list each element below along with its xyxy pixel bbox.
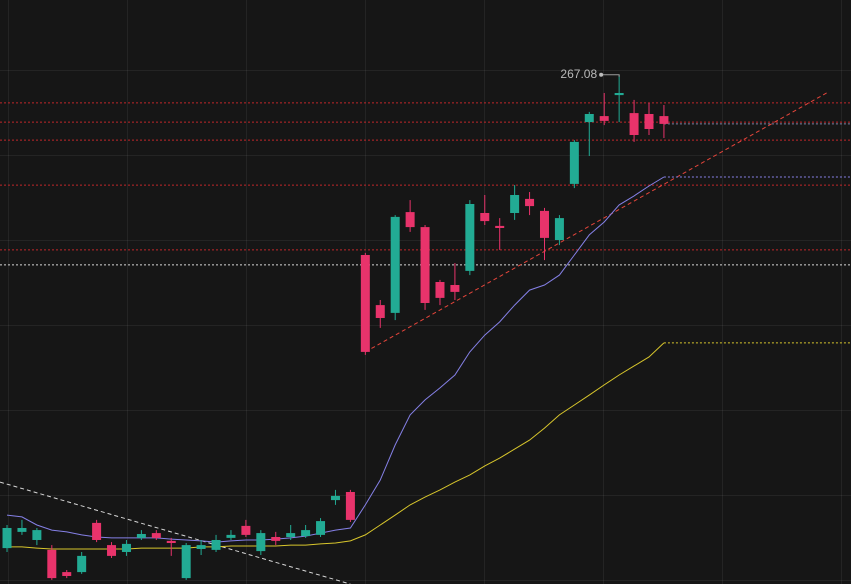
- candle-body: [584, 113, 594, 123]
- candle-body: [121, 543, 131, 552]
- candle-body: [405, 212, 415, 228]
- candle-body: [62, 572, 72, 576]
- candle-body: [450, 284, 460, 292]
- candle-body: [480, 212, 490, 222]
- candle-body: [360, 254, 370, 352]
- candle-body: [525, 198, 535, 207]
- candle-body: [375, 305, 385, 318]
- ma-line: [6, 176, 665, 543]
- candle-body: [92, 522, 102, 540]
- candle-body: [166, 540, 176, 543]
- candle-body: [465, 203, 475, 271]
- candle-body: [241, 525, 251, 535]
- candle-body: [390, 216, 400, 313]
- candle-body: [196, 545, 206, 549]
- candle-body: [77, 555, 87, 573]
- candle-body: [32, 530, 42, 540]
- candle-body: [271, 536, 281, 541]
- high-connector: [601, 74, 620, 77]
- candle-body: [17, 527, 27, 532]
- candle-body: [495, 225, 505, 228]
- ma-line: [7, 342, 665, 550]
- candle-body: [316, 521, 326, 535]
- candle-body: [2, 527, 12, 549]
- candle-body: [659, 116, 669, 124]
- candle-body: [345, 491, 355, 520]
- candle-body: [629, 113, 639, 135]
- candle-body: [286, 533, 296, 537]
- candle-body: [420, 227, 430, 303]
- candle-body: [211, 539, 221, 550]
- high-label: 267.08: [560, 67, 597, 81]
- candle-body: [107, 545, 117, 556]
- candle-body: [554, 218, 564, 240]
- candle-body: [435, 281, 445, 298]
- candle-body: [47, 549, 57, 579]
- candle-body: [330, 495, 340, 501]
- candle-body: [181, 545, 191, 579]
- candle-body: [539, 210, 549, 238]
- candle-body: [301, 530, 311, 537]
- candle-body: [644, 113, 654, 129]
- candle-body: [510, 194, 520, 213]
- candle-body: [151, 533, 161, 538]
- candle-body: [136, 533, 146, 538]
- candle-body: [569, 141, 579, 184]
- candle-body: [256, 533, 266, 552]
- trend-line: [365, 91, 829, 353]
- candle-body: [226, 534, 236, 538]
- candle-body: [599, 116, 609, 121]
- high-dot: [599, 72, 604, 77]
- trend-line: [0, 481, 351, 584]
- candle-body: [614, 92, 624, 96]
